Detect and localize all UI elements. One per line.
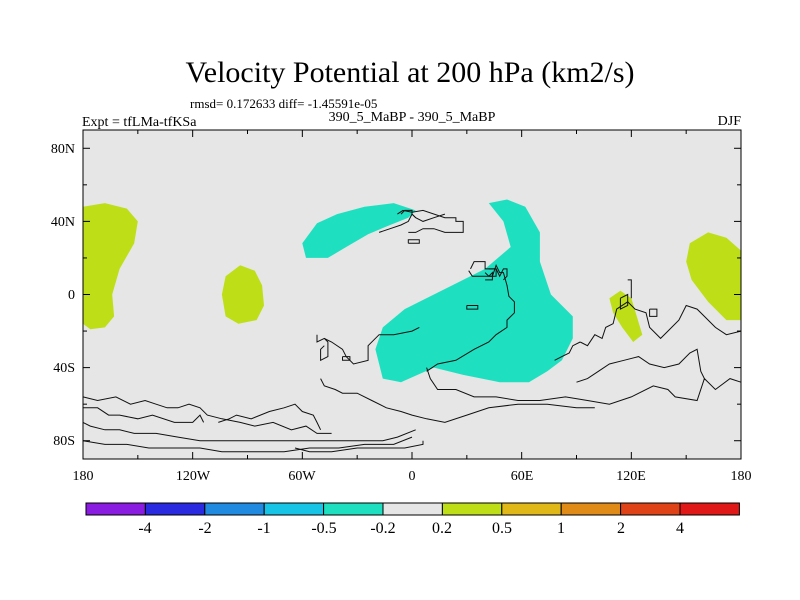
colorbar-box bbox=[501, 502, 562, 516]
x-tick-label: 180 bbox=[73, 469, 94, 484]
coastline-north-atlantic-coast bbox=[397, 209, 464, 233]
coastlines bbox=[82, 209, 742, 453]
x-tick-label: 180 bbox=[731, 469, 752, 484]
colorbar-label: -1 bbox=[257, 520, 270, 537]
coastline-antarctic-coast bbox=[82, 396, 332, 434]
y-tick-label: 40S bbox=[53, 361, 75, 376]
left-label: Expt = tfLMa-tfKSa bbox=[82, 115, 197, 130]
colorbar-label: 2 bbox=[617, 520, 625, 537]
x-tick-label: 60E bbox=[511, 469, 534, 484]
coastline-africa-horn-box bbox=[488, 268, 497, 277]
coastline-patagonia bbox=[218, 403, 322, 431]
coastline-red-sea-box bbox=[466, 305, 479, 310]
colorbar-box bbox=[441, 502, 503, 516]
colorbar-label: 0.5 bbox=[492, 520, 512, 537]
y-tick-label: 40N bbox=[51, 215, 75, 230]
colorbar-label: 4 bbox=[676, 520, 684, 537]
colorbar-box bbox=[382, 502, 443, 516]
contour-region-west-pacific-small bbox=[609, 290, 643, 342]
colorbar bbox=[85, 502, 740, 516]
coastline-greenland-fragment bbox=[400, 209, 417, 219]
colorbar-label: -4 bbox=[138, 520, 151, 537]
colorbar-label: -0.5 bbox=[311, 520, 336, 537]
contour-region-pacific-west-north bbox=[83, 203, 138, 330]
coastline-arabia bbox=[470, 261, 508, 281]
coastline-west-pacific-vertical bbox=[627, 279, 632, 299]
coastline-mediterranean-box bbox=[407, 239, 420, 244]
colorbar-box bbox=[560, 502, 622, 516]
right-label: DJF bbox=[718, 114, 742, 129]
colorbar-box bbox=[204, 502, 265, 516]
colorbar-box bbox=[144, 502, 206, 516]
contour-region-dateline-east bbox=[686, 232, 741, 321]
coastline-southern-ocean-lower bbox=[294, 440, 424, 453]
contour-regions bbox=[83, 199, 741, 383]
chart-title: Velocity Potential at 200 hPa (km2/s) bbox=[185, 56, 634, 89]
center-label: 390_5_MaBP - 390_5_MaBP bbox=[329, 110, 496, 125]
colorbar-box bbox=[620, 502, 681, 516]
coastline-south-america-east bbox=[320, 378, 595, 423]
contour-region-atlantic-north bbox=[302, 203, 416, 258]
stats-line: rmsd= 0.172633 diff= -1.45591e-05 bbox=[190, 96, 377, 111]
coastline-southeast-asia-inlet bbox=[649, 308, 658, 317]
contour-region-africa-indian bbox=[375, 199, 573, 383]
coastline-south-atlantic-rim bbox=[426, 367, 742, 405]
map-background bbox=[83, 130, 741, 459]
colorbar-label: 0.2 bbox=[432, 520, 452, 537]
x-tick-labels: 180 120W 60W 0 60E 120E 180 bbox=[73, 469, 752, 484]
colorbar-box bbox=[323, 502, 384, 516]
coastline-deep-south-edge bbox=[82, 436, 413, 453]
colorbar-label: -0.2 bbox=[370, 520, 395, 537]
coastline-australia-south bbox=[576, 348, 705, 383]
y-tick-label: 80S bbox=[53, 434, 75, 449]
coastline-indonesia-chain bbox=[554, 341, 581, 361]
coastline-arabia-inlet bbox=[484, 271, 493, 281]
axis-ticks bbox=[82, 130, 742, 459]
coastline-south-pacific-islands bbox=[83, 407, 205, 423]
y-tick-label: 0 bbox=[68, 288, 75, 303]
colorbar-label: 1 bbox=[557, 520, 565, 537]
coastline-caribbean-islands-2 bbox=[342, 356, 351, 361]
coastline-caribbean-islands bbox=[320, 338, 329, 362]
coastline-west-pacific-island bbox=[619, 293, 629, 310]
x-tick-label: 0 bbox=[409, 469, 416, 484]
colorbar-labels: -4 -2 -1 -0.5 -0.2 0.2 0.5 1 2 4 bbox=[138, 520, 684, 537]
coastline-south-polar-edge bbox=[82, 421, 416, 442]
colorbar-box bbox=[85, 502, 146, 516]
colorbar-box bbox=[263, 502, 325, 516]
x-tick-label: 60W bbox=[288, 469, 316, 484]
y-tick-labels: 80N 40N 0 40S 80S bbox=[51, 142, 75, 449]
colorbar-label: -2 bbox=[198, 520, 211, 537]
contour-region-east-pacific bbox=[221, 265, 264, 324]
colorbar-box bbox=[679, 502, 740, 516]
coastline-west-pacific-coast bbox=[579, 301, 742, 347]
map-area bbox=[82, 129, 742, 460]
x-tick-label: 120E bbox=[616, 469, 646, 484]
y-tick-label: 80N bbox=[51, 142, 75, 157]
x-tick-label: 120W bbox=[176, 469, 211, 484]
